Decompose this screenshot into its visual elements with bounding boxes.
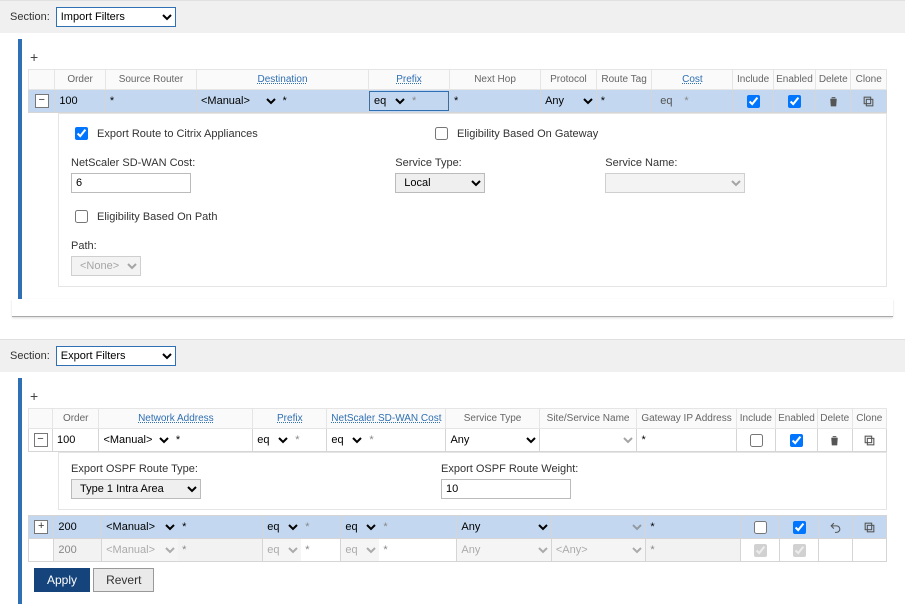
clone-icon bbox=[863, 434, 876, 447]
trash-icon bbox=[828, 434, 841, 447]
col-netaddr[interactable]: Network Address bbox=[99, 409, 253, 429]
delete-button[interactable] bbox=[817, 429, 852, 452]
tag-input[interactable] bbox=[597, 90, 652, 112]
section-select-import[interactable]: Import Filters bbox=[56, 7, 176, 27]
cost-val: * bbox=[680, 95, 732, 107]
path-select: <None> bbox=[71, 256, 141, 276]
st-select[interactable]: Any bbox=[446, 429, 538, 451]
col-src: Source Router bbox=[105, 70, 196, 90]
col-delete: Delete bbox=[816, 70, 851, 90]
collapse-toggle[interactable]: − bbox=[29, 90, 55, 113]
export-form: Export OSPF Route Type: Type 1 Intra Are… bbox=[58, 452, 887, 510]
clone-button[interactable] bbox=[851, 90, 887, 113]
service-type-select[interactable]: Local bbox=[395, 173, 485, 193]
import-header: Order Source Router Destination Prefix N… bbox=[29, 70, 887, 90]
import-grid: Order Source Router Destination Prefix N… bbox=[28, 69, 887, 113]
export-grid-2: + <Manual> eq * eq * Any bbox=[28, 515, 887, 562]
section-label: Section: bbox=[10, 11, 50, 23]
col-prefix[interactable]: Prefix bbox=[369, 70, 450, 90]
add-row-button[interactable]: + bbox=[22, 45, 893, 69]
apply-button[interactable]: Apply bbox=[34, 568, 90, 592]
gw-input[interactable] bbox=[637, 429, 735, 451]
undo-icon bbox=[829, 521, 842, 534]
cost-op[interactable]: eq bbox=[327, 429, 365, 451]
col-prefix[interactable]: Prefix bbox=[253, 409, 327, 429]
ospf-weight-input[interactable] bbox=[441, 479, 571, 499]
dest-text[interactable] bbox=[279, 90, 369, 112]
import-row-1[interactable]: − <Manual> eq * Any bbox=[29, 90, 887, 113]
service-name-field: Service Name: bbox=[605, 157, 745, 193]
include-check[interactable] bbox=[747, 95, 760, 108]
order-input[interactable] bbox=[55, 90, 105, 112]
src-input[interactable] bbox=[106, 90, 196, 112]
include-check[interactable] bbox=[750, 434, 763, 447]
sdwan-cost-input[interactable] bbox=[71, 173, 191, 193]
add-row-button[interactable]: + bbox=[22, 384, 893, 408]
section-select-export[interactable]: Export Filters bbox=[56, 346, 176, 366]
sdwan-cost-field: NetScaler SD-WAN Cost: bbox=[71, 157, 195, 193]
col-nexthop: Next Hop bbox=[450, 70, 541, 90]
prefix-op[interactable]: eq bbox=[253, 429, 291, 451]
elig-path-check[interactable]: Eligibility Based On Path bbox=[71, 207, 217, 226]
clone-button[interactable] bbox=[853, 516, 887, 539]
clone-icon bbox=[863, 521, 876, 534]
ospf-weight-field: Export OSPF Route Weight: bbox=[441, 463, 578, 499]
order-input[interactable] bbox=[53, 429, 98, 451]
col-cost[interactable]: Cost bbox=[652, 70, 733, 90]
export-row-2[interactable]: + <Manual> eq * eq * Any bbox=[29, 516, 887, 539]
cost-op bbox=[652, 90, 680, 112]
service-name-select bbox=[605, 173, 745, 193]
clone-button[interactable] bbox=[852, 429, 886, 452]
section-bar-export: Section: Export Filters bbox=[0, 339, 905, 372]
enabled-check[interactable] bbox=[788, 95, 801, 108]
prefix-op[interactable]: eq bbox=[370, 90, 408, 112]
col-clone: Clone bbox=[851, 70, 887, 90]
proto-select[interactable]: Any bbox=[541, 90, 596, 112]
dest-select[interactable]: <Manual> bbox=[197, 90, 279, 112]
export-grid: Order Network Address Prefix NetScaler S… bbox=[28, 408, 887, 452]
col-sdcost[interactable]: NetScaler SD-WAN Cost bbox=[327, 409, 446, 429]
ssn-select bbox=[540, 429, 637, 451]
service-type-field: Service Type: Local bbox=[395, 157, 485, 193]
col-tag: Route Tag bbox=[596, 70, 652, 90]
prefix-val: * bbox=[408, 95, 448, 107]
na-select[interactable]: <Manual> bbox=[99, 429, 171, 451]
button-bar: Apply Revert bbox=[22, 562, 893, 598]
col-enabled: Enabled bbox=[773, 70, 815, 90]
undo-button[interactable] bbox=[819, 516, 853, 539]
expand-toggle[interactable]: + bbox=[29, 516, 54, 539]
export-citrix-check[interactable]: Export Route to Citrix Appliances bbox=[71, 124, 391, 143]
export-row-3: <Manual> eq * eq * Any <Any> bbox=[29, 539, 887, 562]
col-proto: Protocol bbox=[541, 70, 597, 90]
col-order: Order bbox=[55, 70, 106, 90]
na-text[interactable] bbox=[172, 429, 252, 451]
divider bbox=[12, 299, 893, 317]
delete-button[interactable] bbox=[816, 90, 851, 113]
clone-icon bbox=[862, 95, 875, 108]
revert-button[interactable]: Revert bbox=[93, 568, 154, 592]
import-panel: + Order Source Router Destination Prefix… bbox=[18, 39, 893, 299]
col-dest[interactable]: Destination bbox=[196, 70, 368, 90]
export-header: Order Network Address Prefix NetScaler S… bbox=[29, 409, 887, 429]
enabled-check[interactable] bbox=[790, 434, 803, 447]
export-row-1[interactable]: − <Manual> eq * eq * Any bbox=[29, 429, 887, 452]
nexthop-input[interactable] bbox=[450, 90, 540, 112]
section-label: Section: bbox=[10, 350, 50, 362]
section-bar-import: Section: Import Filters bbox=[0, 0, 905, 33]
trash-icon bbox=[827, 95, 840, 108]
path-field: Path: <None> bbox=[71, 240, 141, 276]
ospf-type-select[interactable]: Type 1 Intra Area bbox=[71, 479, 201, 499]
export-panel: + Order Network Address Prefix NetScaler… bbox=[18, 378, 893, 604]
import-form: Export Route to Citrix Appliances Eligib… bbox=[58, 113, 887, 287]
collapse-toggle[interactable]: − bbox=[29, 429, 53, 452]
col-include: Include bbox=[733, 70, 773, 90]
ospf-type-field: Export OSPF Route Type: Type 1 Intra Are… bbox=[71, 463, 201, 499]
elig-gateway-check[interactable]: Eligibility Based On Gateway bbox=[431, 124, 598, 143]
